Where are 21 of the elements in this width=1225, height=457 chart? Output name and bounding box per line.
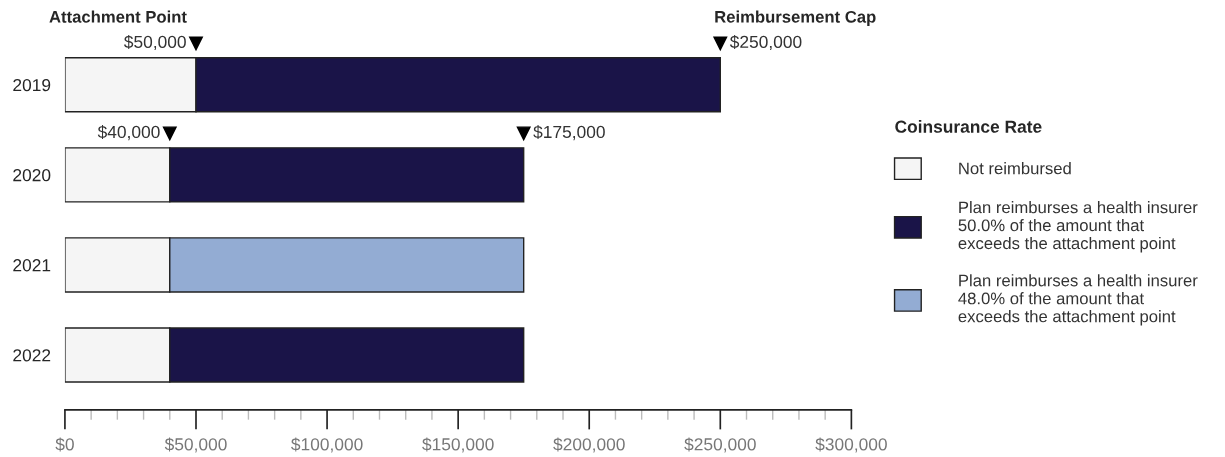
annotation: $50,000 xyxy=(124,35,186,51)
x-tick-label: $250,000 xyxy=(684,437,756,453)
y-tick-label: 2021 xyxy=(13,259,51,272)
x-tick-label: $300,000 xyxy=(815,437,887,453)
legend-label: Plan reimburses a health insurer 50.0% of the amount that exceeds the attachment point xyxy=(958,201,1198,253)
y-tick-label: 2022 xyxy=(13,349,51,362)
y-tick-label: 2020 xyxy=(13,169,51,182)
annotation: $250,000 xyxy=(729,35,802,51)
legend-label: Plan reimburses a health insurer 48.0% of the amount that exceeds the attachment point xyxy=(958,274,1198,326)
x-tick-label: $100,000 xyxy=(291,437,363,453)
annotation: $175,000 xyxy=(533,125,605,141)
text: Attachment Point xyxy=(49,10,187,23)
x-tick-label: $0 xyxy=(55,437,74,452)
annotation: $40,000 xyxy=(97,125,160,141)
text: Reimbursement Cap xyxy=(715,10,876,27)
legend-title: Coinsurance Rate xyxy=(895,120,1042,133)
x-tick-label: $50,000 xyxy=(164,437,227,453)
x-tick-label: $200,000 xyxy=(553,437,625,453)
legend-label: Not reimbursed xyxy=(959,162,1071,175)
y-tick-label: 2019 xyxy=(13,78,51,92)
x-tick-label: $150,000 xyxy=(422,437,494,453)
